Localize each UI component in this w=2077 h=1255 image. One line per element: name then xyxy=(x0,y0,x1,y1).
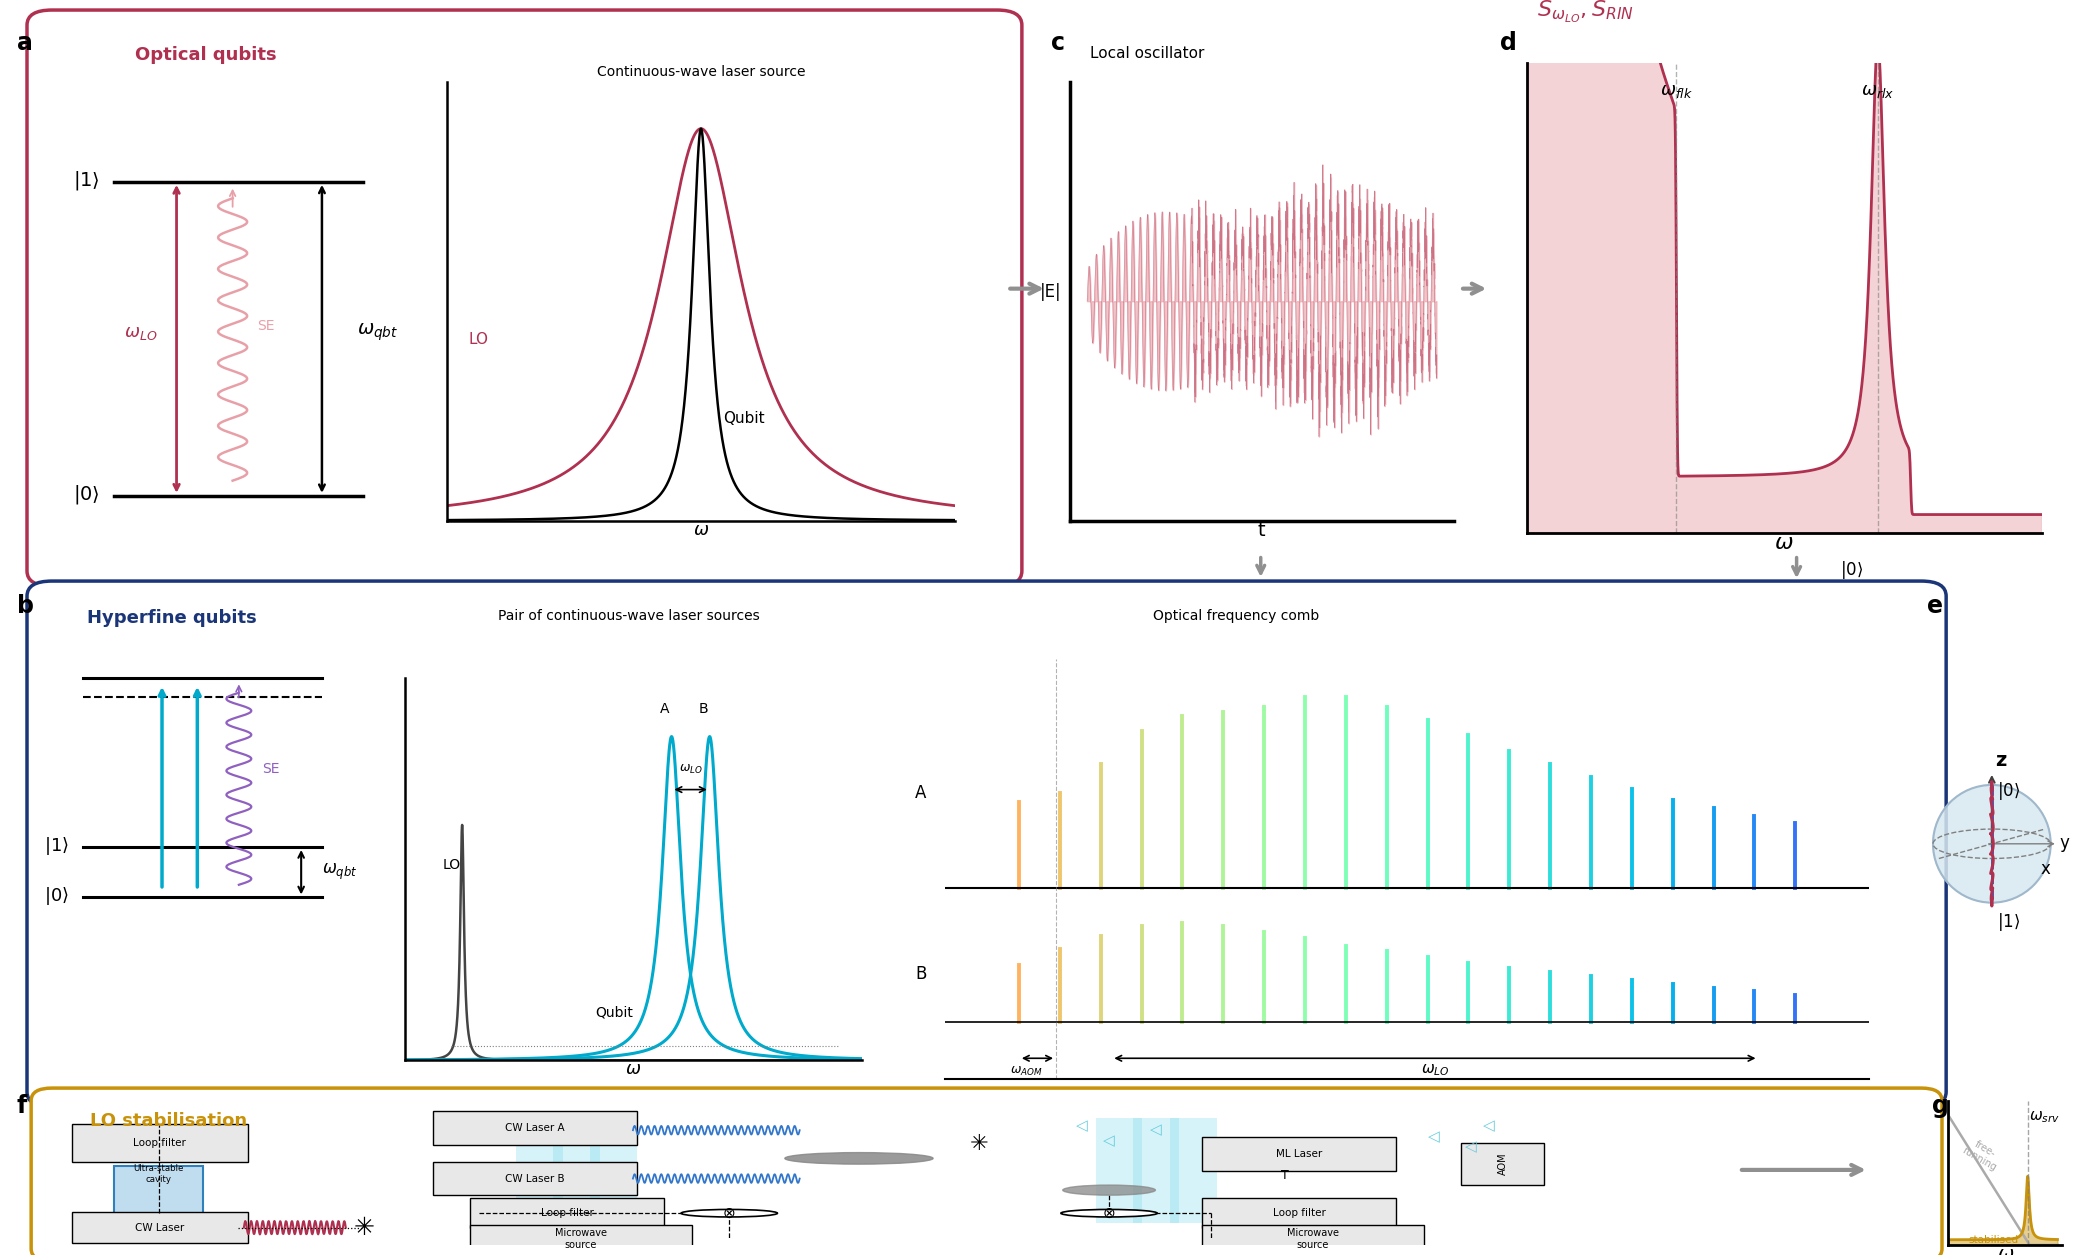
Text: $|0\rangle$: $|0\rangle$ xyxy=(73,483,100,506)
Text: ◁: ◁ xyxy=(1076,1118,1086,1133)
Text: $|0\rangle$: $|0\rangle$ xyxy=(1996,781,2019,802)
Text: Local oscillator: Local oscillator xyxy=(1090,46,1205,61)
Text: ✳: ✳ xyxy=(970,1135,989,1153)
Text: CW Laser B: CW Laser B xyxy=(505,1173,565,1183)
Text: ⊗: ⊗ xyxy=(723,1206,735,1221)
Text: ✳: ✳ xyxy=(353,1216,374,1240)
Text: g: g xyxy=(1932,1094,1948,1118)
X-axis label: $\omega$: $\omega$ xyxy=(694,521,708,538)
Text: $\omega_{qbt}$: $\omega_{qbt}$ xyxy=(322,862,357,882)
Text: LO: LO xyxy=(442,858,461,872)
Text: $\omega_{qbt}$: $\omega_{qbt}$ xyxy=(357,321,399,344)
Circle shape xyxy=(785,1152,933,1165)
Text: ◁: ◁ xyxy=(1464,1140,1477,1155)
Text: ◁: ◁ xyxy=(1427,1130,1439,1145)
FancyBboxPatch shape xyxy=(31,1088,1942,1255)
Text: Optical frequency comb: Optical frequency comb xyxy=(1153,609,1319,622)
X-axis label: $\omega$: $\omega$ xyxy=(1774,533,1795,553)
Text: Hyperfine qubits: Hyperfine qubits xyxy=(87,609,258,626)
Text: CW Laser: CW Laser xyxy=(135,1222,185,1232)
Text: $\omega_{LO}$: $\omega_{LO}$ xyxy=(125,324,158,341)
Text: AOM: AOM xyxy=(1498,1153,1508,1176)
Text: Microwave
source: Microwave source xyxy=(555,1229,606,1250)
Circle shape xyxy=(1061,1210,1157,1217)
Text: T: T xyxy=(1282,1170,1290,1182)
FancyBboxPatch shape xyxy=(27,581,1946,1107)
Text: Loop filter: Loop filter xyxy=(540,1209,594,1219)
Text: e: e xyxy=(1927,594,1944,617)
Text: x: x xyxy=(2040,860,2050,877)
Text: Loop filter: Loop filter xyxy=(133,1138,187,1148)
FancyBboxPatch shape xyxy=(71,1124,247,1162)
Text: $\omega_{srv}$: $\omega_{srv}$ xyxy=(2029,1109,2060,1124)
Text: ◁: ◁ xyxy=(1483,1118,1495,1133)
Text: d: d xyxy=(1500,31,1516,55)
Text: $|1\rangle$: $|1\rangle$ xyxy=(44,835,69,857)
Text: $\omega_{LO}$: $\omega_{LO}$ xyxy=(679,763,702,776)
Text: c: c xyxy=(1051,31,1066,55)
FancyBboxPatch shape xyxy=(27,10,1022,586)
Text: a: a xyxy=(17,31,33,55)
Text: LO stabilisation: LO stabilisation xyxy=(89,1112,247,1131)
Text: ⊗: ⊗ xyxy=(1103,1206,1115,1221)
Text: b: b xyxy=(17,594,33,617)
X-axis label: $\omega$: $\omega$ xyxy=(1996,1245,2015,1255)
FancyBboxPatch shape xyxy=(71,1212,247,1242)
FancyBboxPatch shape xyxy=(1203,1137,1396,1171)
Text: $\omega_{LO}$: $\omega_{LO}$ xyxy=(1421,1063,1450,1078)
Text: f: f xyxy=(17,1094,27,1118)
Text: LO: LO xyxy=(467,333,488,348)
Text: Microwave
source: Microwave source xyxy=(1288,1229,1340,1250)
Text: stabilised: stabilised xyxy=(1969,1235,2019,1245)
Text: ◁: ◁ xyxy=(1149,1122,1161,1137)
FancyBboxPatch shape xyxy=(432,1112,638,1145)
FancyBboxPatch shape xyxy=(432,1162,638,1195)
Text: $\omega_{rlx}$: $\omega_{rlx}$ xyxy=(1861,83,1894,100)
Title: Continuous-wave laser source: Continuous-wave laser source xyxy=(596,65,806,79)
FancyBboxPatch shape xyxy=(1460,1143,1545,1185)
Text: B: B xyxy=(916,965,926,983)
Text: Ultra-stable
cavity: Ultra-stable cavity xyxy=(133,1165,185,1183)
FancyBboxPatch shape xyxy=(1203,1199,1396,1229)
Text: y: y xyxy=(2060,833,2069,852)
FancyBboxPatch shape xyxy=(469,1225,692,1252)
Text: $\omega_{flk}$: $\omega_{flk}$ xyxy=(1660,83,1693,100)
Text: Qubit: Qubit xyxy=(596,1005,633,1019)
Y-axis label: |E|: |E| xyxy=(1038,284,1061,301)
Ellipse shape xyxy=(1063,1185,1155,1195)
FancyBboxPatch shape xyxy=(1203,1225,1425,1252)
Text: Pair of continuous-wave laser sources: Pair of continuous-wave laser sources xyxy=(498,609,760,622)
Text: CW Laser A: CW Laser A xyxy=(505,1123,565,1133)
Text: SE: SE xyxy=(258,319,274,334)
Text: free-
running: free- running xyxy=(1961,1136,2004,1173)
X-axis label: t: t xyxy=(1259,521,1265,540)
FancyBboxPatch shape xyxy=(469,1199,665,1229)
Text: ◁: ◁ xyxy=(1103,1133,1115,1148)
Circle shape xyxy=(1934,784,2050,902)
Text: Loop filter: Loop filter xyxy=(1273,1209,1325,1219)
Text: $S_{\omega_{LO}}, S_{RIN}$: $S_{\omega_{LO}}, S_{RIN}$ xyxy=(1537,0,1635,25)
Text: $\omega_{AOM}$: $\omega_{AOM}$ xyxy=(1009,1064,1043,1078)
Circle shape xyxy=(681,1210,777,1217)
Text: ML Laser: ML Laser xyxy=(1275,1150,1323,1160)
Text: A: A xyxy=(660,702,669,717)
Text: SE: SE xyxy=(262,762,278,776)
FancyBboxPatch shape xyxy=(114,1166,204,1214)
Text: B: B xyxy=(698,702,708,717)
Text: $|1\rangle$: $|1\rangle$ xyxy=(1996,911,2019,934)
Text: Qubit: Qubit xyxy=(723,410,764,425)
Text: $|1\rangle$: $|1\rangle$ xyxy=(73,169,100,192)
Text: $|0\rangle$: $|0\rangle$ xyxy=(44,885,69,907)
Text: A: A xyxy=(916,783,926,802)
Text: $|0\rangle$: $|0\rangle$ xyxy=(1840,558,1863,581)
X-axis label: $\omega$: $\omega$ xyxy=(625,1060,642,1078)
Text: z: z xyxy=(1994,752,2006,771)
Text: Optical qubits: Optical qubits xyxy=(135,46,276,64)
